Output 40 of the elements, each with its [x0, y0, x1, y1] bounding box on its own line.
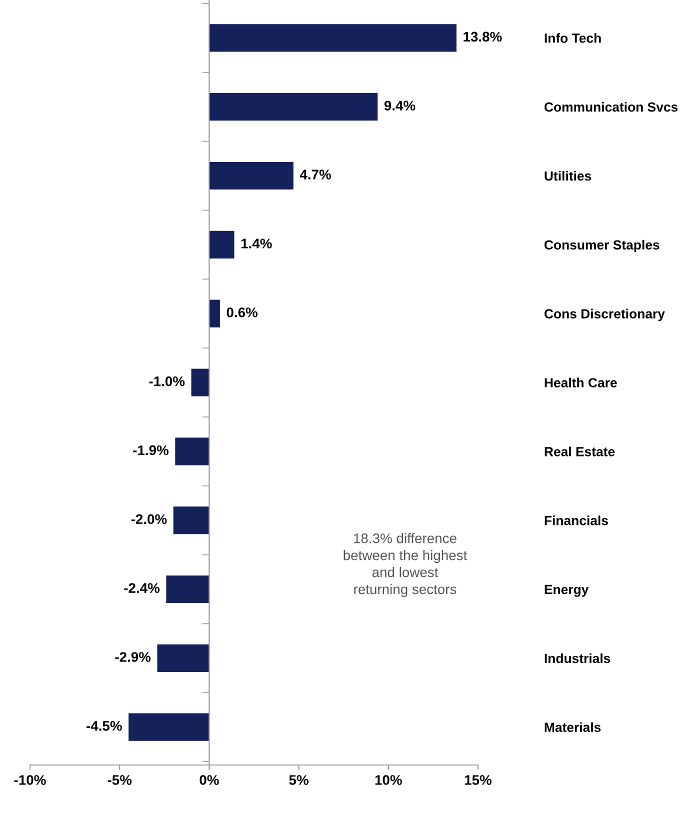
- bar: [191, 368, 210, 396]
- x-tick-label: 10%: [375, 775, 402, 785]
- bar: [166, 575, 210, 604]
- bar: [209, 300, 220, 328]
- data-label: 13.8%: [464, 32, 502, 42]
- data-label: -1.9%: [133, 445, 169, 456]
- y-tick-label: Cons Discretionary: [544, 308, 665, 322]
- annotation: 18.3% difference between the highest and lowest returning sectors: [344, 533, 468, 597]
- y-tick-label: Industrials: [544, 653, 610, 664]
- data-label: -2.0%: [131, 514, 167, 524]
- y-tick-label: Financials: [544, 516, 608, 526]
- y-tick-label: Energy: [544, 584, 589, 597]
- y-tick-label: Info Tech: [544, 33, 601, 43]
- y-tick-label: Consumer Staples: [544, 240, 660, 252]
- x-tick-label: -10%: [14, 775, 46, 785]
- y-tick-label: Health Care: [544, 378, 617, 388]
- bar: [175, 438, 210, 466]
- bar: [209, 230, 234, 258]
- bar: [209, 93, 378, 121]
- data-label: 1.4%: [241, 238, 272, 248]
- y-tick-label: Communication Svcs: [544, 102, 678, 112]
- x-tick-label: 15%: [464, 775, 492, 785]
- bar: [209, 24, 456, 52]
- data-label: 9.4%: [384, 100, 416, 111]
- data-label: -4.5%: [86, 721, 122, 731]
- x-tick-label: 0%: [200, 775, 219, 785]
- data-label: 0.6%: [226, 307, 258, 318]
- data-label: 4.7%: [300, 170, 331, 180]
- data-label: -2.4%: [124, 583, 160, 593]
- bar: [173, 506, 210, 534]
- x-tick-label: -5%: [108, 775, 132, 785]
- bar: [128, 713, 210, 741]
- y-tick-label: Materials: [544, 722, 601, 732]
- x-tick-label: 5%: [289, 775, 308, 785]
- bar: [157, 644, 210, 672]
- data-label: -2.9%: [115, 652, 151, 662]
- y-tick-label: Real Estate: [544, 446, 615, 456]
- y-tick-label: Utilities: [544, 170, 592, 181]
- data-label: -1.0%: [149, 376, 185, 386]
- bar: [209, 162, 294, 190]
